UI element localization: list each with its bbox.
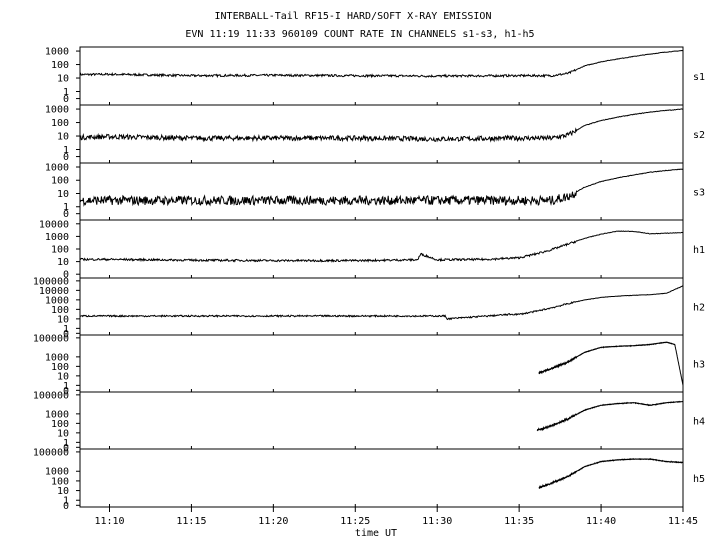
y-tick-label: 1000 [45, 295, 69, 306]
channel-label-h2: h2 [693, 303, 705, 314]
x-tick-label: 11:20 [258, 516, 288, 527]
panel-frame [79, 391, 684, 450]
y-tick-label: 1 [63, 324, 69, 335]
y-tick-label: 100000 [33, 447, 69, 458]
channel-label-s3: s3 [693, 188, 705, 199]
channel-label-h5: h5 [693, 474, 705, 485]
y-tick-label: 0 [63, 209, 69, 220]
y-tick-label: 100 [51, 176, 69, 187]
y-tick-label: 0 [63, 443, 69, 454]
panel-frame [79, 162, 684, 221]
panel-frame [79, 334, 684, 393]
panel-s2: 1000 100 10 10 s2 [45, 104, 705, 164]
y-tick-label: 10000 [39, 286, 69, 297]
channel-label-h4: h4 [693, 417, 705, 428]
y-tick-label: 10000 [39, 219, 69, 230]
channel-label-s2: s2 [693, 130, 705, 141]
y-tick-label: 100 [51, 245, 69, 256]
trace-s1 [79, 49, 684, 79]
y-tick-label: 1000 [45, 467, 69, 478]
y-tick-label: 0 [63, 270, 69, 281]
x-tick-label: 11:30 [422, 516, 452, 527]
trace-h3 [538, 341, 684, 386]
y-tick-label: 10 [57, 371, 69, 382]
y-tick-label: 10 [57, 132, 69, 143]
y-tick-label: 1000 [45, 162, 69, 173]
panels-group: 10001001010s110001001010s210001001010s31… [33, 46, 705, 512]
chart-title: INTERBALL-Tail RF15-I HARD/SOFT X-RAY EM… [215, 11, 492, 22]
y-tick-label: 100000 [33, 333, 69, 344]
y-tick-label: 1 [63, 438, 69, 449]
y-tick-label: 10 [57, 486, 69, 497]
panel-frame [79, 219, 684, 279]
y-tick-label: 1 [63, 381, 69, 392]
trace-h5 [538, 457, 684, 490]
y-tick-label: 100 [51, 305, 69, 316]
y-tick-label: 100 [51, 476, 69, 487]
y-tick-label: 100 [51, 362, 69, 373]
trace-s3 [79, 168, 684, 207]
x-axis-label: time UT [355, 528, 397, 539]
y-tick-label: 10 [57, 257, 69, 268]
panel-frame [79, 277, 684, 336]
y-tick-label: 100000 [33, 276, 69, 287]
y-tick-label: 1000 [45, 352, 69, 363]
y-tick-label: 0 [63, 386, 69, 397]
y-tick-label: 0 [63, 94, 69, 105]
y-tick-label: 1 [63, 202, 69, 213]
y-tick-label: 10 [57, 189, 69, 200]
x-tick-label: 11:45 [668, 516, 698, 527]
y-tick-label: 100 [51, 419, 69, 430]
x-tick-label: 11:10 [94, 516, 124, 527]
chart-subtitle: EVN 11:19 11:33 960109 COUNT RATE IN CHA… [185, 29, 534, 40]
channel-label-h3: h3 [693, 360, 705, 371]
channel-label-s1: s1 [693, 72, 705, 83]
y-tick-label: 1000 [45, 232, 69, 243]
y-tick-label: 100 [51, 118, 69, 129]
trace-h4 [536, 400, 683, 432]
y-tick-label: 100 [51, 60, 69, 71]
x-axis: 11:10 11:15 11:20 11:25 11:30 11:35 11:40 11:45 [94, 507, 698, 527]
y-tick-label: 1 [63, 87, 69, 98]
y-tick-label: 0 [63, 329, 69, 340]
y-tick-label: 1 [63, 145, 69, 156]
panel-s3: 1000 100 10 10 s3 [45, 162, 705, 221]
channel-label-h1: h1 [693, 245, 705, 256]
panel-s1: 1000 100 10 10 s1 [45, 46, 705, 106]
panel-frame [79, 448, 684, 508]
x-tick-label: 11:25 [340, 516, 370, 527]
y-tick-label: 1 [63, 496, 69, 507]
y-tick-label: 10 [57, 428, 69, 439]
y-tick-label: 0 [63, 152, 69, 163]
trace-s2 [79, 108, 684, 143]
y-tick-label: 100000 [33, 390, 69, 401]
y-tick-label: 10 [57, 314, 69, 325]
trace-h2 [79, 285, 684, 321]
y-tick-label: 1000 [45, 105, 69, 116]
y-tick-label: 1000 [45, 409, 69, 420]
x-tick-label: 11:35 [504, 516, 534, 527]
trace-h1 [79, 230, 684, 263]
y-tick-label: 10 [57, 74, 69, 85]
x-tick-label: 11:40 [586, 516, 616, 527]
x-tick-label: 11:15 [176, 516, 206, 527]
y-tick-label: 0 [63, 501, 69, 512]
panel-frame [79, 104, 684, 164]
y-tick-label: 1000 [45, 47, 69, 58]
